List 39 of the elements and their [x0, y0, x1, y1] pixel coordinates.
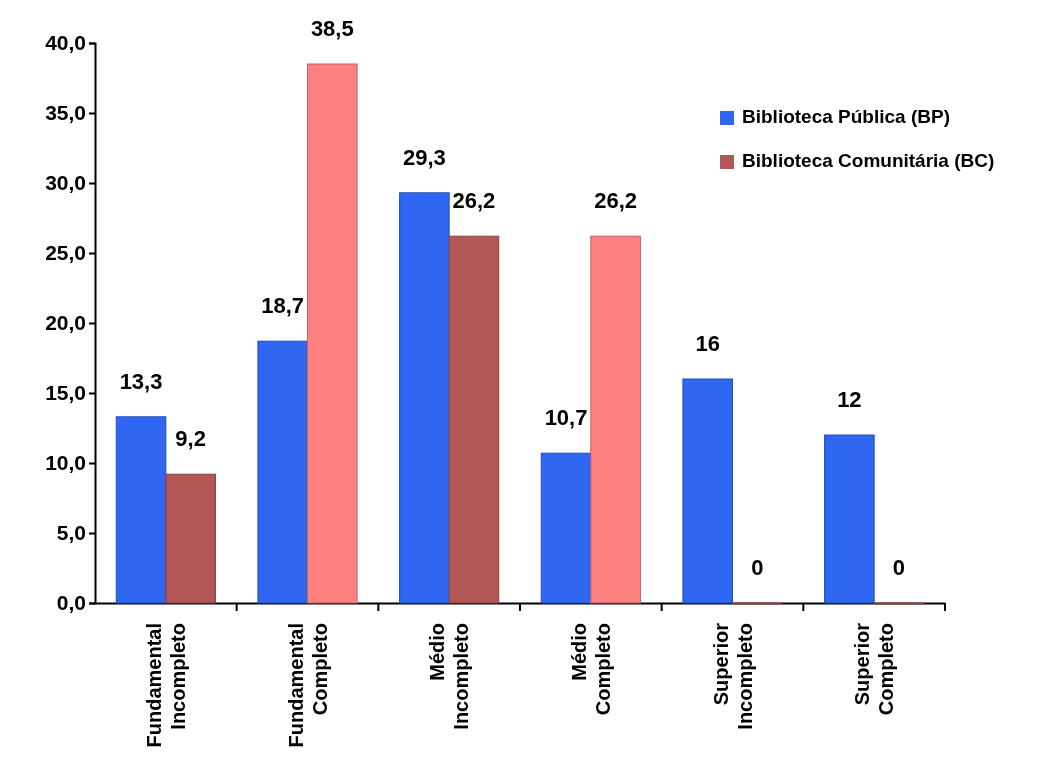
data-label: 0: [751, 555, 764, 580]
data-label: 26,2: [452, 188, 496, 214]
data-label: 29,3: [402, 144, 446, 170]
y-tick-label: 20,0: [45, 311, 86, 335]
bar: [307, 63, 358, 604]
bar: [448, 235, 500, 604]
bar: [165, 473, 216, 604]
y-tick-label: 25,0: [45, 241, 86, 265]
bar: [590, 235, 641, 604]
y-tick-label: 0,0: [56, 591, 86, 615]
data-label: 0: [892, 555, 906, 580]
data-label: 10,7: [544, 405, 588, 431]
data-label: 26,2: [594, 188, 638, 214]
x-tick-label: Fundamental Completo: [284, 623, 331, 748]
bar: [115, 416, 167, 604]
data-label: 13,3: [119, 368, 163, 394]
legend-label: Biblioteca Comunitária (BC): [742, 150, 995, 171]
data-label: 18,7: [261, 293, 305, 319]
bar: [257, 340, 308, 604]
x-tick-label: Médio Completo: [567, 623, 614, 716]
legend-label: Biblioteca Pública (BP): [742, 106, 950, 127]
y-tick-label: 30,0: [45, 171, 86, 195]
data-label: 38,5: [310, 16, 354, 41]
x-tick-label: Médio Incompleto: [426, 623, 473, 730]
x-tick-label: Superior Incompleto: [709, 622, 756, 730]
bar: [824, 434, 875, 604]
data-label: 9,2: [175, 426, 206, 452]
data-label: 12: [837, 387, 862, 412]
x-tick-label: Superior Completo: [851, 622, 898, 716]
y-tick-label: 5,0: [56, 521, 86, 545]
bar: [540, 452, 592, 604]
bar: [399, 192, 450, 604]
y-tick-label: 40,0: [45, 31, 86, 55]
y-tick-label: 10,0: [45, 451, 86, 475]
data-label: 16: [695, 331, 720, 356]
bar: [682, 378, 733, 604]
x-tick-label: Fundamental Incompleto: [142, 623, 189, 748]
y-tick-label: 35,0: [45, 101, 86, 125]
y-tick-label: 15,0: [45, 381, 86, 405]
